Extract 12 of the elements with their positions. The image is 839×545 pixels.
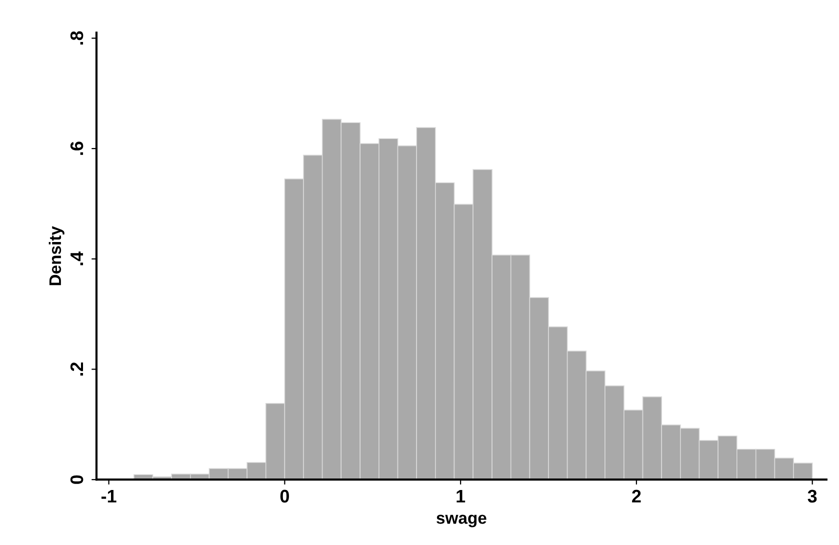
y-tick-label: .2: [70, 362, 84, 376]
x-tick-label: 3: [808, 490, 817, 503]
x-tick-label: -1: [101, 490, 116, 502]
x-tick-label: 1: [456, 490, 466, 502]
y-tick-label: .8: [70, 31, 84, 45]
y-tick-label: .4: [70, 251, 84, 266]
x-axis-title: swage: [436, 514, 486, 528]
y-tick-label: .6: [70, 142, 84, 155]
y-axis-title: Density: [48, 226, 64, 286]
y-tick-label: 0: [70, 475, 84, 484]
x-tick-label: 0: [280, 490, 289, 503]
x-tick-label: 2: [632, 490, 641, 502]
